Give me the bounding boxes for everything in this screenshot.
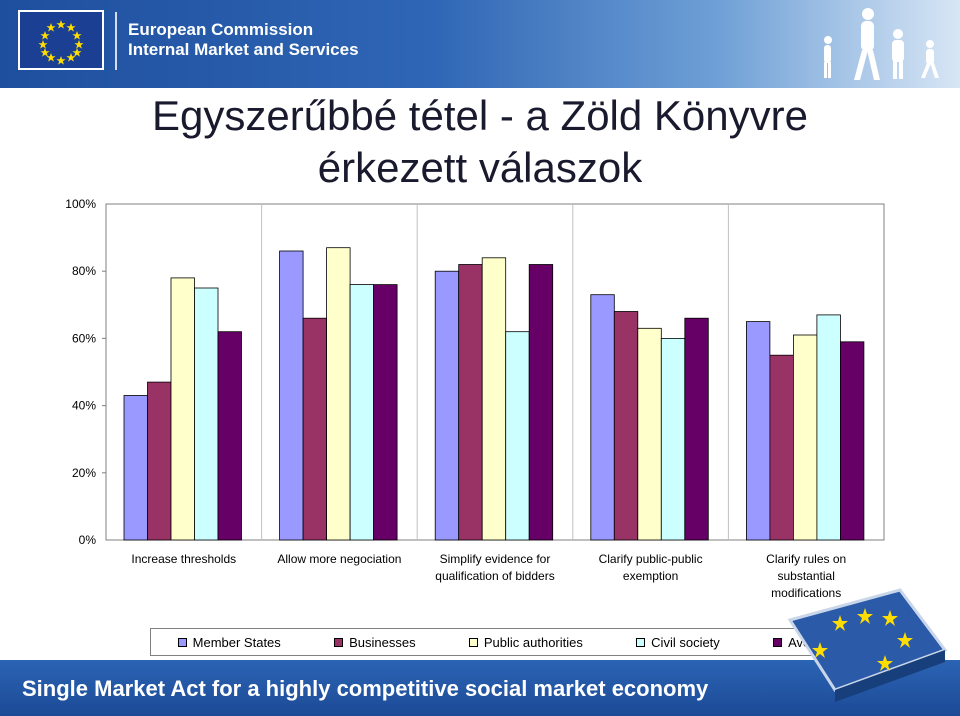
- legend-item: Businesses: [334, 634, 416, 650]
- bar: [590, 294, 615, 541]
- legend-label: Public authorities: [483, 634, 583, 650]
- bar: [217, 331, 242, 541]
- x-tick-label: Allow more negociation: [277, 552, 401, 566]
- header-divider: [115, 12, 117, 70]
- bar: [816, 314, 841, 541]
- x-tick-label: qualification of bidders: [435, 569, 554, 583]
- bar: [302, 317, 328, 541]
- bar: [373, 284, 398, 541]
- bar: [170, 277, 195, 541]
- x-tick-label: Clarify rules on: [766, 552, 846, 566]
- y-axis: 0% 20% 40% 60% 80% 100%: [65, 197, 106, 547]
- eu-flag-icon: [18, 10, 104, 70]
- org-name-line1: European Commission: [128, 20, 314, 39]
- x-tick-label: modifications: [771, 586, 841, 600]
- legend-swatch: [468, 637, 478, 647]
- bars: [123, 204, 865, 541]
- bar: [434, 270, 460, 541]
- bar: [505, 331, 530, 541]
- bar: [528, 264, 554, 541]
- bar: [840, 341, 865, 541]
- title-line2: érkezett válaszok: [317, 144, 643, 191]
- bar: [326, 247, 351, 541]
- bar: [279, 250, 304, 541]
- bar: [481, 257, 507, 541]
- legend-item: Member States: [177, 634, 281, 650]
- bar: [637, 327, 662, 541]
- header-banner: European Commission Internal Market and …: [0, 0, 960, 88]
- bar-chart: 0% 20% 40% 60% 80% 100% Increase thresholds Al…: [65, 197, 885, 600]
- bar: [194, 287, 219, 541]
- legend-swatch: [334, 637, 344, 647]
- slide-title: Egyszerűbbé tétel - a Zöld Könyvre érkez…: [80, 90, 880, 194]
- x-axis-labels: Increase thresholds Allow more negociatio…: [131, 552, 846, 600]
- legend-item: Public authorities: [468, 634, 583, 650]
- legend-item: Civil society: [636, 635, 720, 650]
- bar: [349, 284, 375, 541]
- x-tick-label: Increase thresholds: [131, 552, 236, 566]
- walking-people-icon: [824, 8, 939, 80]
- y-tick-label: 80%: [72, 264, 96, 278]
- title-line1: Egyszerűbbé tétel - a Zöld Könyvre: [151, 92, 808, 139]
- legend-label: Businesses: [349, 634, 416, 650]
- bar: [769, 354, 794, 541]
- y-tick-label: 20%: [72, 466, 96, 480]
- y-tick-label: 40%: [72, 399, 96, 413]
- bar: [458, 264, 483, 541]
- footer-slogan: Single Market Act for a highly competiti…: [22, 676, 709, 701]
- y-tick-label: 60%: [72, 331, 96, 345]
- legend-swatch: [773, 637, 783, 647]
- bar: [123, 395, 148, 541]
- bar: [684, 317, 709, 541]
- bar: [746, 321, 771, 541]
- chart-legend: Member States Businesses Public authorit…: [150, 628, 864, 656]
- organization-name: European Commission Internal Market and …: [128, 20, 359, 60]
- legend-swatch: [177, 637, 187, 647]
- org-name-line2: Internal Market and Services: [128, 40, 359, 59]
- bar: [793, 334, 818, 541]
- legend-swatch: [636, 637, 646, 647]
- bar: [660, 337, 686, 541]
- bar: [147, 381, 172, 541]
- legend-label: Member States: [192, 634, 281, 650]
- legend-label: Civil society: [651, 634, 720, 650]
- x-tick-label: exemption: [623, 569, 678, 583]
- x-tick-label: Clarify public-public: [599, 552, 703, 566]
- y-tick-label: 100%: [65, 197, 96, 211]
- x-tick-label: Simplify evidence for: [440, 552, 551, 566]
- bar: [613, 311, 639, 541]
- x-tick-label: substantial: [778, 569, 835, 583]
- footer-banner: [0, 660, 960, 716]
- y-tick-label: 0%: [79, 533, 97, 547]
- eu-puzzle-icon: [787, 588, 948, 702]
